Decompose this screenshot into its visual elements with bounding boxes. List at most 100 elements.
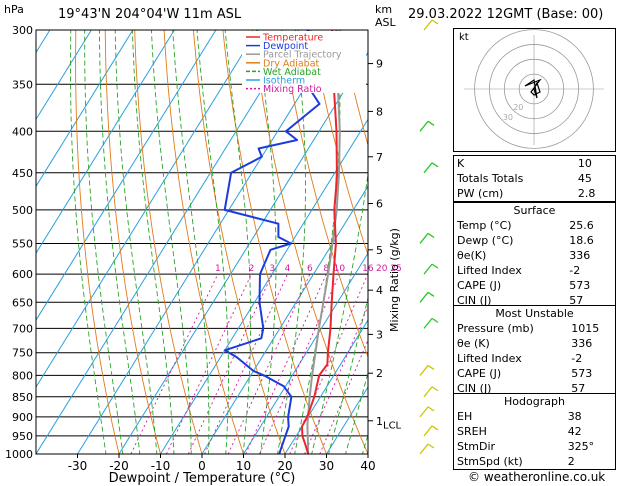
mixing-ratio-label: 4: [285, 264, 291, 274]
wind-barb: [419, 291, 429, 303]
mixing-ratio-label: 2: [249, 264, 255, 274]
temp-tick-label: 20: [277, 459, 292, 473]
pressure-tick-label: 800: [12, 369, 33, 382]
km-axis-title-1: km: [375, 3, 392, 16]
date-title: 29.03.2022 12GMT (Base: 00): [408, 7, 604, 22]
hodo-label: EH: [457, 410, 473, 423]
isotherm: [36, 30, 258, 389]
surface-row: θe(K) 336: [454, 248, 615, 263]
hodograph-ring-label: 20: [513, 103, 523, 112]
mu-value: 573: [571, 367, 593, 380]
wind-barb-flag: [431, 317, 439, 323]
surface-value: 336: [569, 249, 591, 262]
mu-value: 336: [571, 337, 593, 350]
mixing-ratio-label: 25: [390, 264, 401, 274]
mixing-ratio-label: 3: [269, 264, 275, 274]
wind-barb: [419, 406, 429, 418]
hodo-value: 38: [567, 410, 582, 423]
hodograph-table-title: Hodograph: [504, 395, 565, 408]
wind-barb-flag: [431, 263, 439, 269]
dry-adiabat: [75, 30, 120, 454]
x-axis-title: Dewpoint / Temperature (°C): [109, 471, 296, 486]
km-tick-label: 4: [376, 284, 383, 297]
y-axis-title: hPa: [4, 3, 24, 16]
wind-barb: [423, 19, 433, 31]
isotherm: [36, 30, 300, 454]
legend-entry: Dewpoint: [263, 41, 308, 52]
index-label: Totals Totals: [457, 172, 524, 185]
wind-barb-flag: [431, 386, 439, 392]
hodo-row: EH 38: [454, 409, 615, 424]
temp-tick-label: -20: [109, 459, 129, 473]
pressure-tick-label: 450: [12, 167, 33, 180]
surface-label: Lifted Index: [457, 264, 522, 277]
pressure-tick-label: 350: [12, 78, 33, 91]
wind-barb: [423, 162, 433, 174]
temp-tick-label: 40: [360, 459, 375, 473]
surface-value: 25.6: [569, 219, 594, 232]
legend-entry: Mixing Ratio: [263, 84, 322, 95]
wind-barb-flag: [427, 364, 435, 370]
series-dewpoint: [223, 30, 336, 454]
legend-box: [242, 31, 366, 93]
pressure-tick-label: 900: [12, 411, 33, 424]
temp-tick-label: 30: [319, 459, 334, 473]
hodo-label: StmDir: [457, 440, 496, 453]
km-tick-label: 7: [376, 151, 383, 164]
mu-label: θe (K): [457, 337, 490, 350]
wind-barb-flag: [427, 232, 435, 239]
hodo-label: SREH: [457, 425, 487, 438]
isotherm: [160, 118, 368, 454]
legend-entry: Dry Adiabat: [263, 58, 320, 69]
mixing-ratio-label: 1: [215, 264, 221, 274]
temp-tick-label: -30: [68, 459, 88, 473]
km-axis-title-2: ASL: [375, 16, 397, 29]
hodograph-ring-label: 30: [503, 113, 513, 122]
hodo-label: StmSpd (kt): [457, 455, 523, 468]
index-label: K: [457, 157, 465, 170]
wind-barb: [423, 263, 433, 275]
mu-row: θe (K) 336: [454, 336, 615, 351]
mu-row: CIN (J) 57: [454, 381, 615, 396]
wind-barb-flag: [427, 291, 435, 297]
hodograph-table-panel: Hodograph EH 38 SREH 42 StmDir 325° StmSpd …: [453, 393, 616, 470]
index-value: 45: [577, 172, 592, 185]
pressure-tick-label: 750: [12, 347, 33, 360]
wind-barb: [419, 233, 429, 244]
surface-label: CAPE (J): [457, 279, 502, 292]
pressure-tick-label: 700: [12, 322, 33, 335]
isotherm: [77, 30, 341, 454]
indices-panel: K 10 Totals Totals 45 PW (cm) 2.8: [453, 155, 616, 202]
km-tick-label: 3: [376, 328, 383, 341]
hodograph-unit-label: kt: [459, 32, 469, 43]
station-title: 19°43'N 204°04'W 11m ASL: [58, 7, 242, 22]
surface-row: Temp (°C) 25.6: [454, 218, 615, 233]
wind-barb: [419, 120, 429, 132]
mu-label: CIN (J): [457, 382, 492, 395]
mu-label: Pressure (mb): [457, 322, 534, 335]
legend-entry: Isotherm: [263, 76, 305, 87]
surface-label: Dewp (°C): [457, 234, 514, 247]
most-unstable-title: Most Unstable: [495, 307, 574, 320]
surface-label: CIN (J): [457, 294, 492, 307]
mu-value: -2: [571, 352, 583, 365]
pressure-tick-label: 850: [12, 391, 33, 404]
hodo-value: 2: [567, 455, 575, 468]
pressure-tick-label: 600: [12, 268, 33, 281]
km-tick-label: 8: [376, 105, 383, 118]
surface-label: Temp (°C): [457, 219, 512, 232]
mixing-ratio-line: [130, 273, 219, 454]
mixing-ratio-line: [227, 273, 311, 454]
mixing-ratio-label: 20: [376, 264, 388, 274]
dry-adiabat: [281, 30, 368, 359]
surface-row: Lifted Index -2: [454, 263, 615, 278]
mu-value: 1015: [571, 322, 600, 335]
km-tick-label: 9: [376, 58, 383, 71]
hodo-row: StmDir 325°: [454, 439, 615, 454]
pressure-tick-label: 300: [12, 24, 33, 37]
mixing-ratio-label: 6: [307, 264, 313, 274]
dry-adiabat: [104, 30, 161, 454]
wind-barb-flag: [427, 443, 435, 449]
